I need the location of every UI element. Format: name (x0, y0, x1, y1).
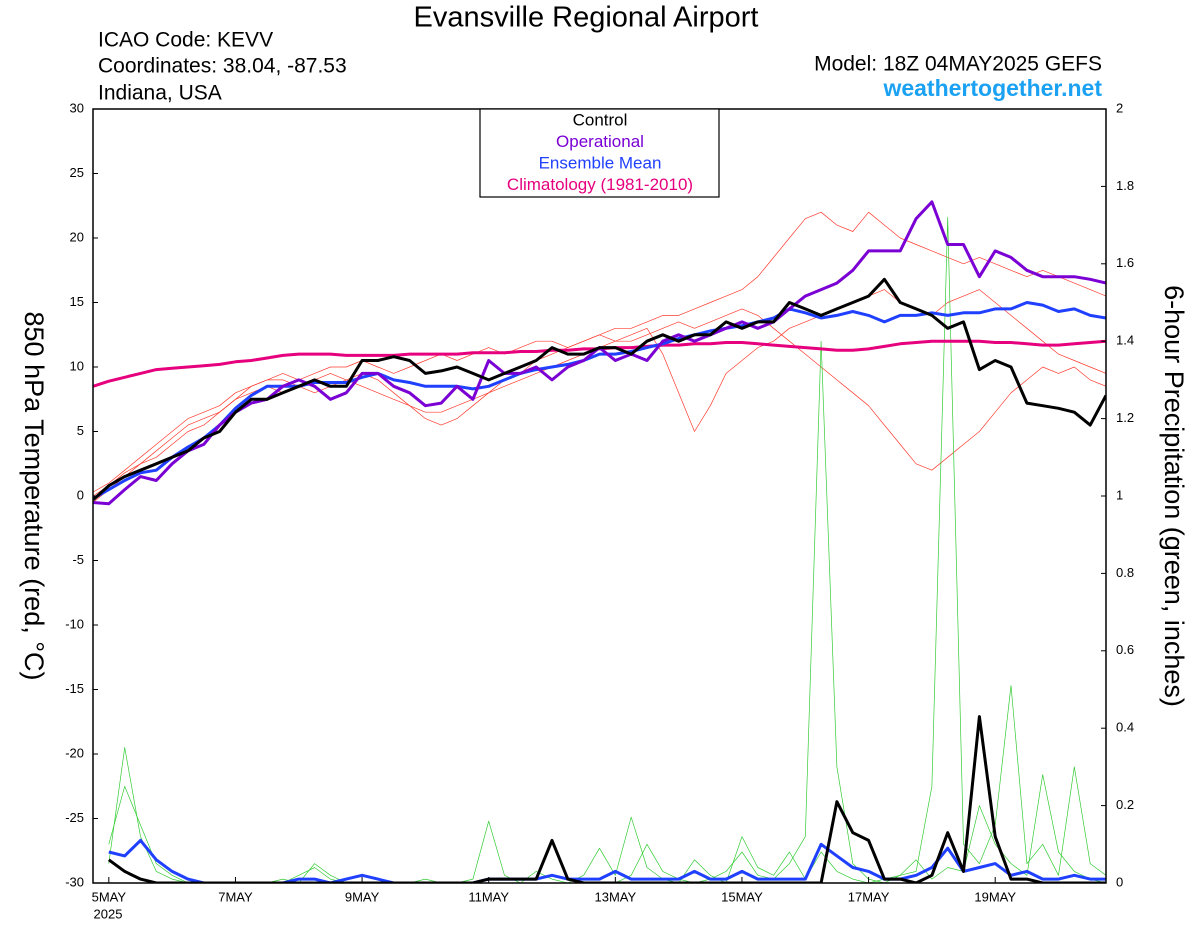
series-line (93, 289, 1106, 493)
legend-entry: Operational (556, 132, 644, 151)
x-tick-label: 17MAY (848, 889, 890, 904)
x-tick-label: 9MAY (345, 889, 380, 904)
y-tick-label: -15 (65, 681, 84, 696)
y-tick-label: -5 (72, 552, 84, 567)
y-tick-label: 30 (70, 100, 84, 115)
y2-tick-label: 1.8 (1116, 178, 1134, 193)
info-line: Coordinates: 38.04, -87.53 (98, 55, 347, 78)
y-axis-label: 850 hPa Temperature (red, °C) (19, 312, 49, 681)
series-line (107, 715, 1106, 883)
info-line: ICAO Code: KEVV (98, 29, 273, 52)
series-line (93, 277, 1106, 502)
site-label: weathertogether.net (882, 75, 1102, 101)
y2-tick-label: 0.2 (1116, 797, 1134, 812)
y-tick-label: -30 (65, 874, 84, 889)
y-tick-label: -20 (65, 745, 84, 760)
y2-tick-label: 1.2 (1116, 410, 1134, 425)
x-year-label: 2025 (94, 906, 123, 921)
y-tick-label: -10 (65, 616, 84, 631)
x-tick-label: 7MAY (218, 889, 253, 904)
y-tick-label: 10 (70, 358, 84, 373)
series-line (93, 301, 1106, 500)
x-tick-label: 15MAY (721, 889, 763, 904)
y2-tick-label: 2 (1116, 100, 1123, 115)
model-label: Model: 18Z 04MAY2025 GEFS (814, 53, 1102, 76)
y-tick-label: 15 (70, 294, 84, 309)
y-tick-label: 0 (77, 487, 84, 502)
y2-tick-label: 0 (1116, 874, 1123, 889)
y2-axis-label: 6-hour Precipitation (green, inches) (1159, 285, 1189, 707)
y2-tick-label: 1 (1116, 487, 1123, 502)
legend-box (479, 108, 720, 198)
y-tick-label: 25 (70, 165, 84, 180)
y2-tick-label: 1.4 (1116, 333, 1134, 348)
y-tick-label: 5 (77, 423, 84, 438)
series-group (93, 200, 1106, 883)
legend-entry: Control (573, 110, 628, 129)
y2-tick-label: 0.6 (1116, 642, 1134, 657)
legend-entry: Ensemble Mean (539, 153, 662, 172)
info-line: Indiana, USA (98, 82, 222, 105)
y2-tick-label: 0.4 (1116, 720, 1134, 735)
legend: Control Operational Ensemble Mean Climatolo… (479, 108, 720, 198)
x-tick-label: 11MAY (468, 889, 509, 904)
x-tick-label: 19MAY (974, 889, 1016, 904)
y-tick-label: 20 (70, 229, 84, 244)
y2-tick-label: 1.6 (1116, 255, 1134, 270)
series-line (108, 340, 1106, 883)
x-tick-label: 5MAY (92, 889, 127, 904)
x-tick-label: 13MAY (594, 889, 636, 904)
legend-entry: Climatology (1981-2010) (507, 175, 693, 194)
chart-title: Evansville Regional Airport (414, 2, 759, 34)
y-tick-label: -25 (65, 810, 84, 825)
series-line (108, 217, 1106, 883)
y2-tick-label: 0.8 (1116, 565, 1134, 580)
